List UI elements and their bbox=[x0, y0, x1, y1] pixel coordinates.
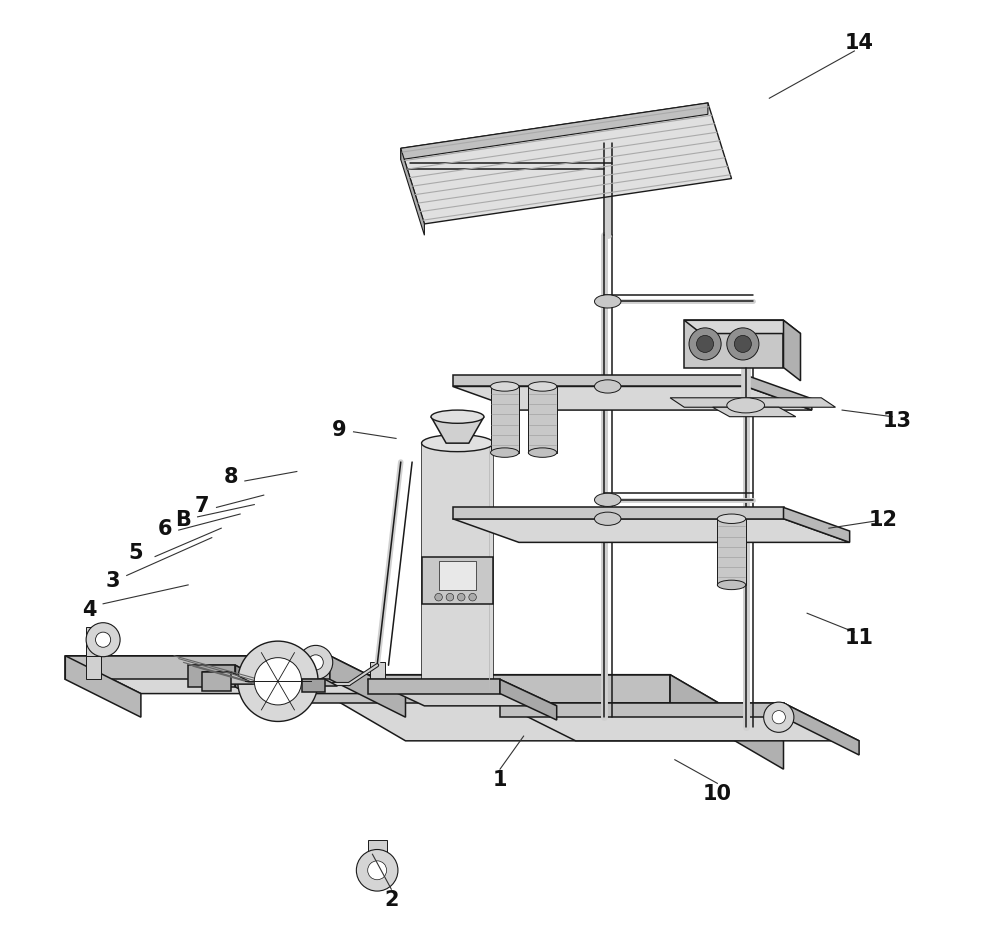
Polygon shape bbox=[670, 398, 835, 408]
Ellipse shape bbox=[594, 513, 621, 526]
Text: 5: 5 bbox=[129, 542, 143, 563]
Circle shape bbox=[697, 336, 714, 353]
Polygon shape bbox=[746, 376, 812, 411]
Polygon shape bbox=[65, 656, 330, 680]
Text: 9: 9 bbox=[332, 419, 347, 440]
Polygon shape bbox=[368, 840, 387, 868]
Polygon shape bbox=[202, 672, 231, 691]
Ellipse shape bbox=[238, 642, 318, 721]
Circle shape bbox=[734, 336, 751, 353]
Circle shape bbox=[356, 850, 398, 891]
Polygon shape bbox=[453, 387, 812, 411]
Polygon shape bbox=[500, 703, 784, 717]
Polygon shape bbox=[783, 321, 801, 381]
Polygon shape bbox=[784, 508, 850, 543]
Polygon shape bbox=[202, 672, 254, 684]
Polygon shape bbox=[784, 703, 859, 755]
Text: B: B bbox=[175, 509, 191, 530]
Text: 4: 4 bbox=[82, 598, 96, 619]
Circle shape bbox=[689, 329, 721, 361]
Ellipse shape bbox=[717, 581, 746, 590]
Ellipse shape bbox=[594, 295, 621, 309]
Polygon shape bbox=[302, 680, 337, 686]
Circle shape bbox=[308, 655, 323, 670]
Polygon shape bbox=[717, 519, 746, 585]
Polygon shape bbox=[500, 703, 859, 741]
Circle shape bbox=[96, 632, 111, 648]
Polygon shape bbox=[188, 666, 273, 686]
Ellipse shape bbox=[254, 658, 302, 705]
Ellipse shape bbox=[594, 380, 621, 394]
Text: 14: 14 bbox=[845, 32, 874, 53]
Polygon shape bbox=[422, 444, 493, 689]
Ellipse shape bbox=[491, 448, 519, 458]
Polygon shape bbox=[670, 675, 784, 769]
Polygon shape bbox=[292, 675, 670, 703]
Text: 8: 8 bbox=[223, 466, 238, 487]
Text: 10: 10 bbox=[703, 783, 732, 803]
Polygon shape bbox=[86, 651, 101, 680]
Ellipse shape bbox=[528, 382, 557, 392]
Polygon shape bbox=[713, 408, 796, 417]
Circle shape bbox=[299, 646, 333, 680]
Polygon shape bbox=[431, 417, 484, 444]
Polygon shape bbox=[439, 562, 476, 590]
Polygon shape bbox=[422, 557, 493, 604]
Ellipse shape bbox=[431, 411, 484, 424]
Text: 11: 11 bbox=[845, 627, 874, 648]
Polygon shape bbox=[292, 675, 784, 741]
Polygon shape bbox=[528, 387, 557, 453]
Polygon shape bbox=[684, 321, 801, 334]
Polygon shape bbox=[188, 666, 235, 687]
Text: 13: 13 bbox=[882, 410, 911, 430]
Text: 12: 12 bbox=[868, 509, 897, 530]
Circle shape bbox=[446, 594, 454, 601]
Polygon shape bbox=[235, 666, 273, 708]
Polygon shape bbox=[330, 656, 406, 717]
Polygon shape bbox=[453, 508, 784, 519]
Text: 2: 2 bbox=[384, 888, 399, 909]
Circle shape bbox=[727, 329, 759, 361]
Circle shape bbox=[86, 623, 120, 657]
Ellipse shape bbox=[717, 514, 746, 524]
Polygon shape bbox=[401, 104, 732, 225]
Ellipse shape bbox=[528, 448, 557, 458]
Circle shape bbox=[368, 861, 387, 880]
Polygon shape bbox=[401, 149, 424, 236]
Circle shape bbox=[435, 594, 442, 601]
Text: 3: 3 bbox=[105, 570, 120, 591]
Circle shape bbox=[764, 702, 794, 733]
Polygon shape bbox=[302, 680, 325, 692]
Circle shape bbox=[469, 594, 476, 601]
Ellipse shape bbox=[422, 435, 493, 452]
Text: 6: 6 bbox=[157, 518, 172, 539]
Polygon shape bbox=[453, 519, 850, 543]
Ellipse shape bbox=[594, 494, 621, 507]
Polygon shape bbox=[453, 376, 746, 387]
Polygon shape bbox=[370, 663, 385, 691]
Polygon shape bbox=[368, 680, 500, 694]
Text: 1: 1 bbox=[493, 768, 507, 789]
Polygon shape bbox=[303, 651, 319, 680]
Polygon shape bbox=[86, 628, 101, 656]
Polygon shape bbox=[65, 656, 141, 717]
Polygon shape bbox=[684, 321, 783, 368]
Circle shape bbox=[772, 711, 785, 724]
Polygon shape bbox=[491, 387, 519, 453]
Circle shape bbox=[457, 594, 465, 601]
Polygon shape bbox=[65, 656, 406, 694]
Ellipse shape bbox=[491, 382, 519, 392]
Ellipse shape bbox=[727, 398, 765, 413]
Text: 7: 7 bbox=[195, 495, 210, 515]
Polygon shape bbox=[368, 680, 557, 706]
Polygon shape bbox=[401, 104, 708, 160]
Polygon shape bbox=[500, 680, 557, 720]
